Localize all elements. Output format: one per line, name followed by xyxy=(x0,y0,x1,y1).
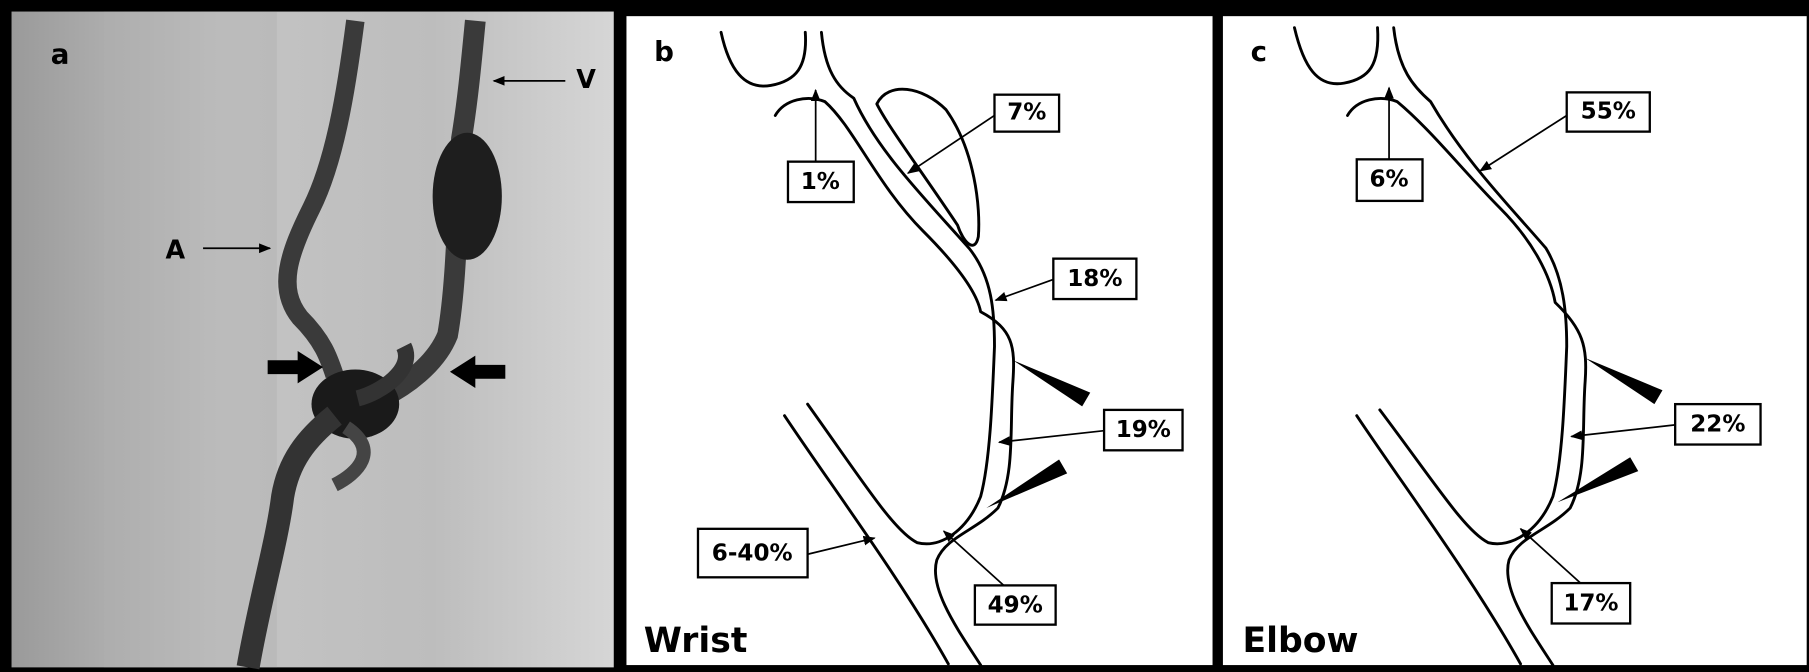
label: 1% xyxy=(801,169,840,195)
panel-letter: a xyxy=(51,37,70,70)
panel-c: 6% 55% 22% 17% c Elbow xyxy=(1223,16,1807,665)
venous-aneurysm xyxy=(433,133,502,260)
panel-a: a A V xyxy=(12,12,614,668)
figure: a A V 1% 7% 18% 19% 6-40% 49% b xyxy=(0,0,1809,672)
label: 55% xyxy=(1581,98,1636,124)
panel-b: 1% 7% 18% 19% 6-40% 49% b Wrist xyxy=(626,16,1212,665)
label: 6-40% xyxy=(712,541,793,567)
label: 7% xyxy=(1007,100,1046,126)
label: 6% xyxy=(1369,167,1408,193)
label: 19% xyxy=(1116,417,1171,443)
label: 17% xyxy=(1563,590,1618,616)
annotation-a: A xyxy=(166,235,186,265)
label: 49% xyxy=(988,593,1043,619)
label: 18% xyxy=(1067,266,1122,292)
label: 22% xyxy=(1690,411,1745,437)
panel-letter: c xyxy=(1251,35,1267,68)
panel-bg xyxy=(1223,16,1807,665)
annotation-v: V xyxy=(576,64,596,94)
page: {"panels": [ {"letter": "a", "annotation… xyxy=(0,0,1809,672)
panel-letter: b xyxy=(654,35,674,68)
caption: Wrist xyxy=(644,621,748,661)
caption: Elbow xyxy=(1243,621,1359,661)
shadow xyxy=(104,12,277,668)
